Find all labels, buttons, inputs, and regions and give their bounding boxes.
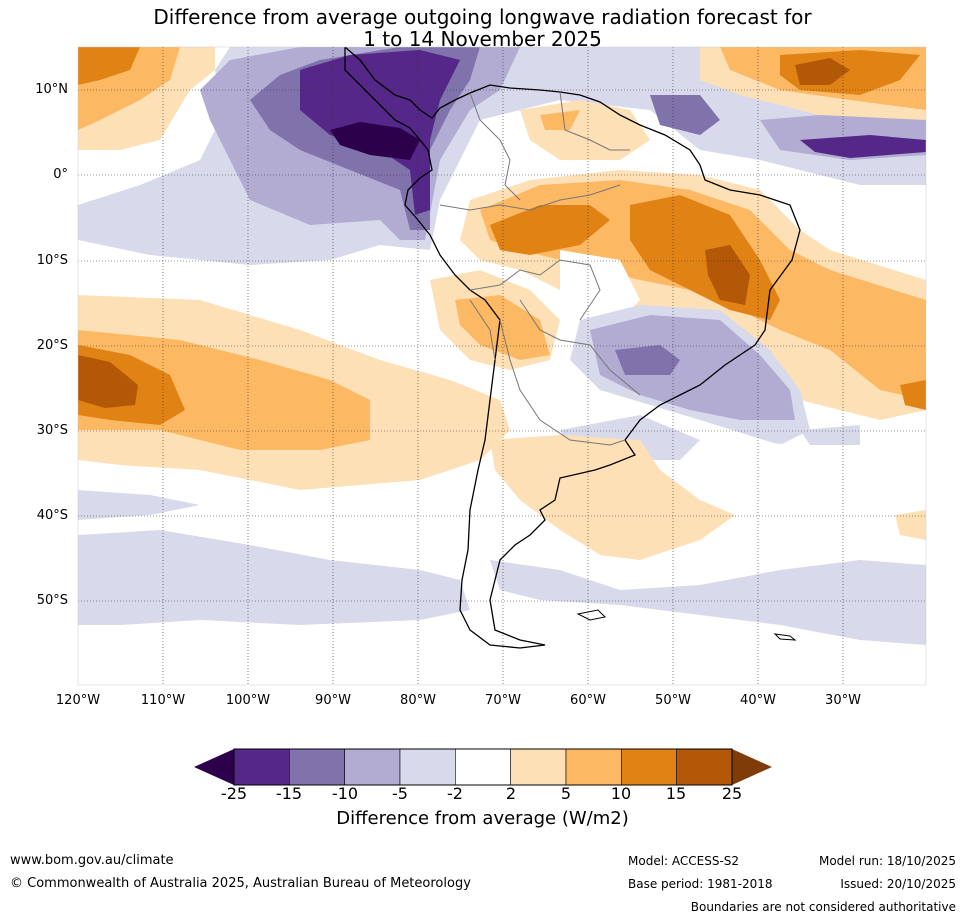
colorbar-swatch [510, 748, 567, 786]
colorbar-label: -10 [331, 784, 359, 803]
footer-base-period: Base period: 1981-2018 [628, 877, 773, 891]
colorbar-label: 15 [665, 784, 687, 803]
colorbar-label: -2 [447, 784, 463, 803]
colorbar-swatch [289, 748, 345, 786]
lat-label-0: 0° [53, 167, 68, 182]
lon-label-100w: 100°W [225, 693, 271, 708]
colorbar-min-triangle [194, 749, 234, 785]
lon-label-70w: 70°W [485, 693, 521, 708]
lon-label-110w: 110°W [140, 693, 186, 708]
lon-label-30w: 30°W [825, 693, 861, 708]
colorbar-swatch [344, 748, 401, 786]
colorbar-label: 5 [560, 784, 572, 803]
colorbar-swatch [399, 748, 456, 786]
colorbar-label: -15 [275, 784, 303, 803]
footer-issued: Issued: 20/10/2025 [840, 877, 956, 891]
lat-label-10n: 10°N [35, 82, 68, 97]
colorbar-swatch [565, 748, 622, 786]
colorbar-swatch [621, 748, 677, 786]
lon-label-40w: 40°W [740, 693, 776, 708]
lat-label-50s: 50°S [36, 593, 68, 608]
falkland-islands [576, 609, 607, 621]
lat-label-40s: 40°S [36, 508, 68, 523]
footer-copyright: © Commonwealth of Australia 2025, Austra… [10, 876, 471, 891]
footer-model: Model: ACCESS-S2 [628, 854, 740, 868]
colorbar [194, 748, 772, 786]
colorbar-label: 10 [610, 784, 632, 803]
lon-label-120w: 120°W [55, 693, 101, 708]
graticule [78, 47, 926, 685]
colorbar-max-triangle [732, 749, 772, 785]
colorbar-swatch [455, 748, 511, 786]
colorbar-swatch [233, 748, 290, 786]
colorbar-swatch [676, 748, 733, 786]
lon-label-50w: 50°W [655, 693, 691, 708]
anomaly-field [78, 47, 926, 685]
lon-label-60w: 60°W [570, 693, 606, 708]
map-title-line1: Difference from average outgoing longwav… [153, 5, 812, 29]
lat-label-20s: 20°S [36, 338, 68, 353]
lat-label-10s: 10°S [36, 253, 68, 268]
lon-label-80w: 80°W [400, 693, 436, 708]
coastline [344, 47, 801, 649]
footer-url[interactable]: www.bom.gov.au/climate [10, 853, 174, 868]
lon-label-90w: 90°W [315, 693, 351, 708]
south-georgia [773, 633, 797, 641]
colorbar-title: Difference from average (W/m2) [336, 808, 629, 829]
colorbar-label: -5 [392, 784, 408, 803]
colorbar-label: 25 [721, 784, 743, 803]
country-borders [439, 91, 641, 446]
footer-model-run: Model run: 18/10/2025 [818, 854, 956, 868]
map-title-line2: 1 to 14 November 2025 [363, 27, 602, 51]
plot-frame [77, 46, 927, 686]
lat-label-30s: 30°S [36, 423, 68, 438]
colorbar-label: 2 [505, 784, 517, 803]
footer-disclaimer: Boundaries are not considered authoritat… [690, 900, 956, 914]
colorbar-label: -25 [220, 784, 248, 803]
